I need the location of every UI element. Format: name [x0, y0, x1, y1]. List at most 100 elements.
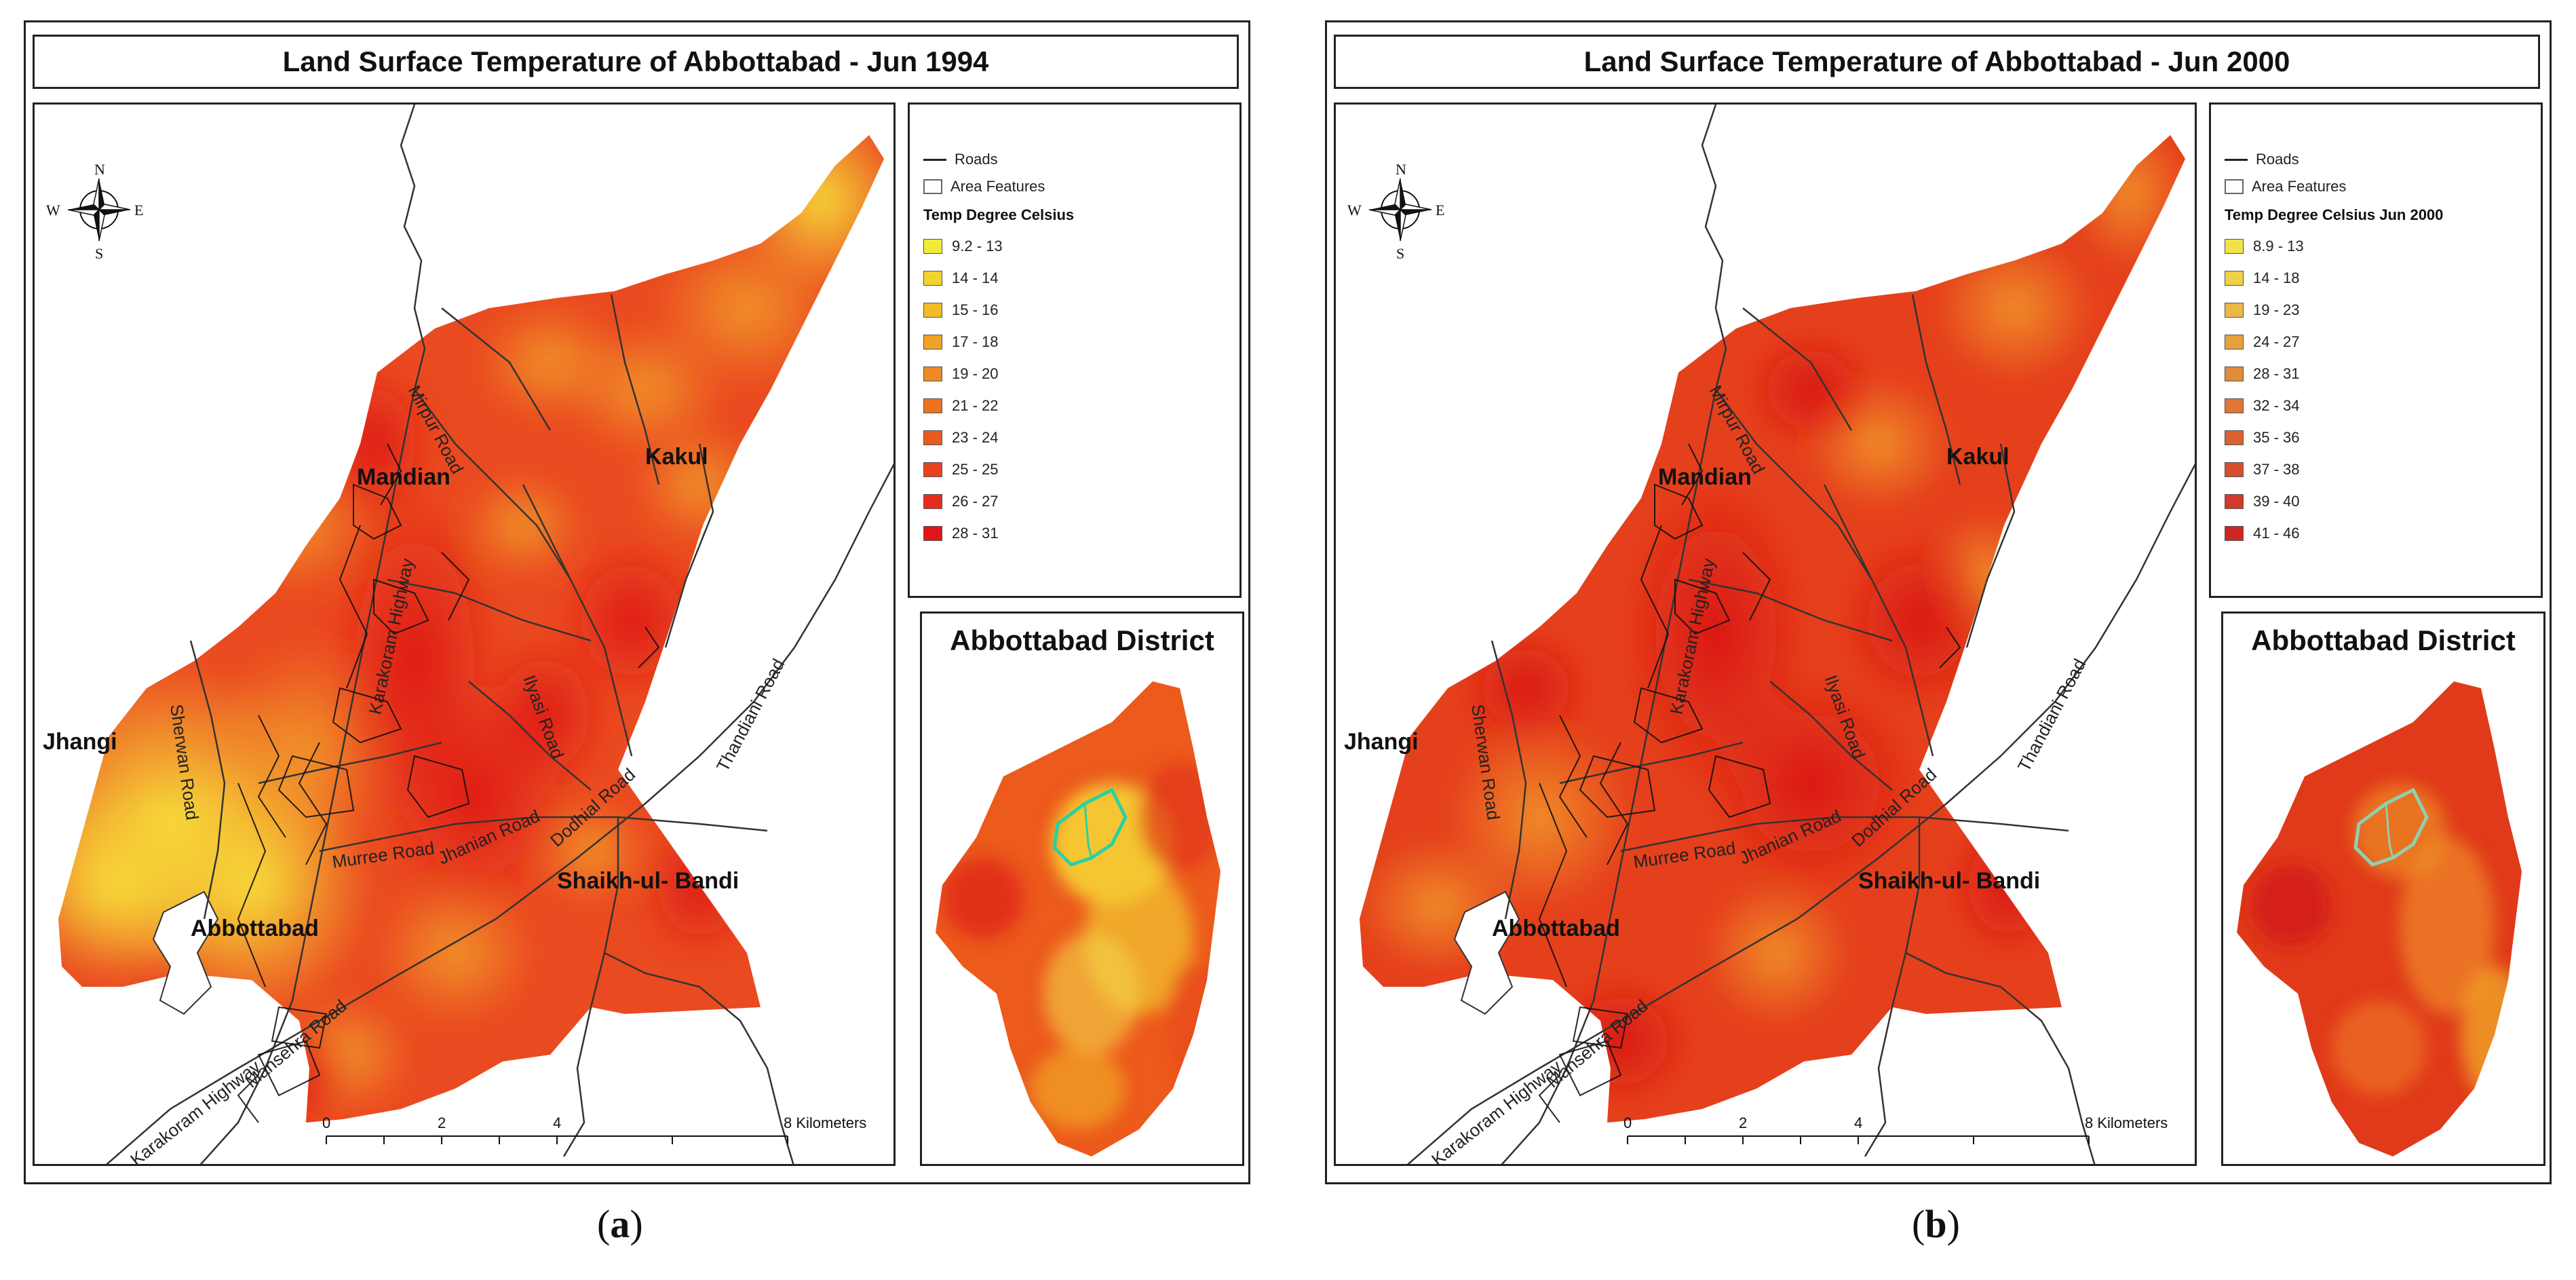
legend-swatch	[923, 366, 942, 381]
legend-class-item: 41 - 46	[2225, 525, 2300, 542]
svg-text:2: 2	[438, 1114, 446, 1131]
compass-s: S	[1396, 245, 1404, 262]
inset-map: Abbottabad District	[920, 611, 1244, 1166]
legend-class-label: 26 - 27	[952, 493, 999, 510]
place-jhangi: Jhangi	[43, 729, 117, 755]
compass-w: W	[1347, 202, 1362, 219]
road-network	[105, 105, 893, 1164]
legend-swatch	[2225, 430, 2244, 445]
road-label-thandiani: Thandiani Road	[2014, 656, 2090, 775]
legend-class-item: 37 - 38	[2225, 461, 2300, 478]
legend-swatch	[923, 303, 942, 318]
main-map: Mandian Kakul Jhangi Abbottabad Shaikh-u…	[33, 102, 896, 1166]
legend-class-item: 15 - 16	[923, 301, 999, 319]
legend-class-item: 39 - 40	[2225, 493, 2300, 510]
lst-variation	[1360, 135, 2185, 1109]
inset-district	[2237, 681, 2522, 1156]
legend-class-label: 23 - 24	[952, 429, 999, 446]
legend-swatch	[923, 462, 942, 477]
map-panel-b: Land Surface Temperature of Abbottabad -…	[1325, 20, 2552, 1184]
inset-map: Abbottabad District	[2221, 611, 2545, 1166]
main-map: Mandian Kakul Jhangi Abbottabad Shaikh-u…	[1334, 102, 2197, 1166]
compass-s: S	[95, 245, 103, 262]
svg-text:0: 0	[322, 1114, 330, 1131]
legend-class-label: 24 - 27	[2253, 333, 2300, 350]
legend-class-item: 9.2 - 13	[923, 238, 1003, 255]
inset-title: Abbottabad District	[950, 624, 1214, 656]
legend-class-label: 28 - 31	[952, 525, 999, 542]
legend-class-item: 24 - 27	[2225, 333, 2300, 351]
legend-class-label: 17 - 18	[952, 333, 999, 350]
legend-swatch	[923, 239, 942, 254]
legend-class-item: 23 - 24	[923, 429, 999, 447]
legend-class-label: 8.9 - 13	[2253, 238, 2304, 255]
legend-class-label: 32 - 34	[2253, 397, 2300, 414]
legend-area-features: Area Features	[2225, 178, 2346, 195]
compass-w: W	[46, 202, 60, 219]
legend-swatch	[2225, 239, 2244, 254]
legend-swatch	[923, 526, 942, 541]
legend-class-item: 14 - 14	[923, 269, 999, 287]
scale-bar: 0 2 4 8 Kilometers	[1623, 1114, 2168, 1144]
legend-class-item: 19 - 23	[2225, 301, 2300, 319]
legend-class-item: 28 - 31	[923, 525, 999, 542]
road-label-thandiani: Thandiani Road	[712, 656, 789, 775]
legend-class-label: 28 - 31	[2253, 365, 2300, 382]
legend-class-label: 19 - 20	[952, 365, 999, 382]
legend-swatch	[2225, 494, 2244, 509]
svg-text:8 Kilometers: 8 Kilometers	[784, 1114, 866, 1131]
legend-class-label: 37 - 38	[2253, 461, 2300, 478]
legend-class-label: 35 - 36	[2253, 429, 2300, 446]
legend-roads: Roads	[923, 151, 998, 168]
place-jhangi: Jhangi	[1344, 729, 1419, 755]
north-arrow-icon: N S E W	[46, 161, 143, 262]
map-title: Land Surface Temperature of Abbottabad -…	[33, 35, 1239, 89]
inset-title: Abbottabad District	[2251, 624, 2516, 656]
study-area-outline	[2353, 787, 2429, 867]
area-feature	[1453, 890, 1520, 1015]
svg-text:4: 4	[1854, 1114, 1862, 1131]
legend-class-item: 14 - 18	[2225, 269, 2300, 287]
map-legend: Roads Area Features Temp Degree Celsius …	[908, 102, 1242, 598]
place-abbottabad: Abbottabad	[191, 916, 319, 941]
study-area-outline	[1052, 787, 1128, 867]
legend-class-label: 14 - 14	[952, 269, 999, 286]
north-arrow-icon: N S E W	[1347, 161, 1444, 262]
legend-swatch	[923, 398, 942, 413]
legend-class-item: 25 - 25	[923, 461, 999, 478]
legend-class-item: 8.9 - 13	[2225, 238, 2304, 255]
legend-class-item: 19 - 20	[923, 365, 999, 383]
legend-class-label: 15 - 16	[952, 301, 999, 318]
legend-swatch	[2225, 366, 2244, 381]
area-feature	[152, 890, 219, 1015]
urban-roads	[1538, 443, 1961, 1123]
legend-swatch	[923, 494, 942, 509]
legend-area-features: Area Features	[923, 178, 1045, 195]
place-mandian: Mandian	[357, 464, 450, 490]
legend-class-item: 17 - 18	[923, 333, 999, 351]
legend-heading: Temp Degree Celsius	[923, 206, 1075, 223]
place-abbottabad: Abbottabad	[1492, 916, 1620, 941]
svg-text:4: 4	[553, 1114, 561, 1131]
urban-roads	[237, 443, 660, 1123]
legend-class-label: 19 - 23	[2253, 301, 2300, 318]
scale-bar: 0 2 4 8 Kilometers	[322, 1114, 866, 1144]
map-legend: Roads Area Features Temp Degree Celsius …	[2209, 102, 2543, 598]
compass-e: E	[1436, 202, 1444, 219]
legend-class-label: 25 - 25	[952, 461, 999, 478]
legend-class-label: 9.2 - 13	[952, 238, 1003, 255]
lst-variation	[58, 135, 884, 1123]
legend-swatch	[923, 335, 942, 350]
legend-class-item: 26 - 27	[923, 493, 999, 510]
place-shaikh-ul-bandi: Shaikh-ul- Bandi	[1858, 868, 2040, 894]
legend-swatch	[2225, 335, 2244, 350]
legend-roads: Roads	[2225, 151, 2299, 168]
place-kakul: Kakul	[645, 444, 708, 470]
legend-class-item: 21 - 22	[923, 397, 999, 415]
caption-a: (a)	[597, 1202, 643, 1246]
svg-text:0: 0	[1623, 1114, 1632, 1131]
legend-swatch	[2225, 526, 2244, 541]
map-panel-a: Land Surface Temperature of Abbottabad -…	[24, 20, 1250, 1184]
legend-swatch	[2225, 271, 2244, 286]
legend-swatch	[923, 271, 942, 286]
